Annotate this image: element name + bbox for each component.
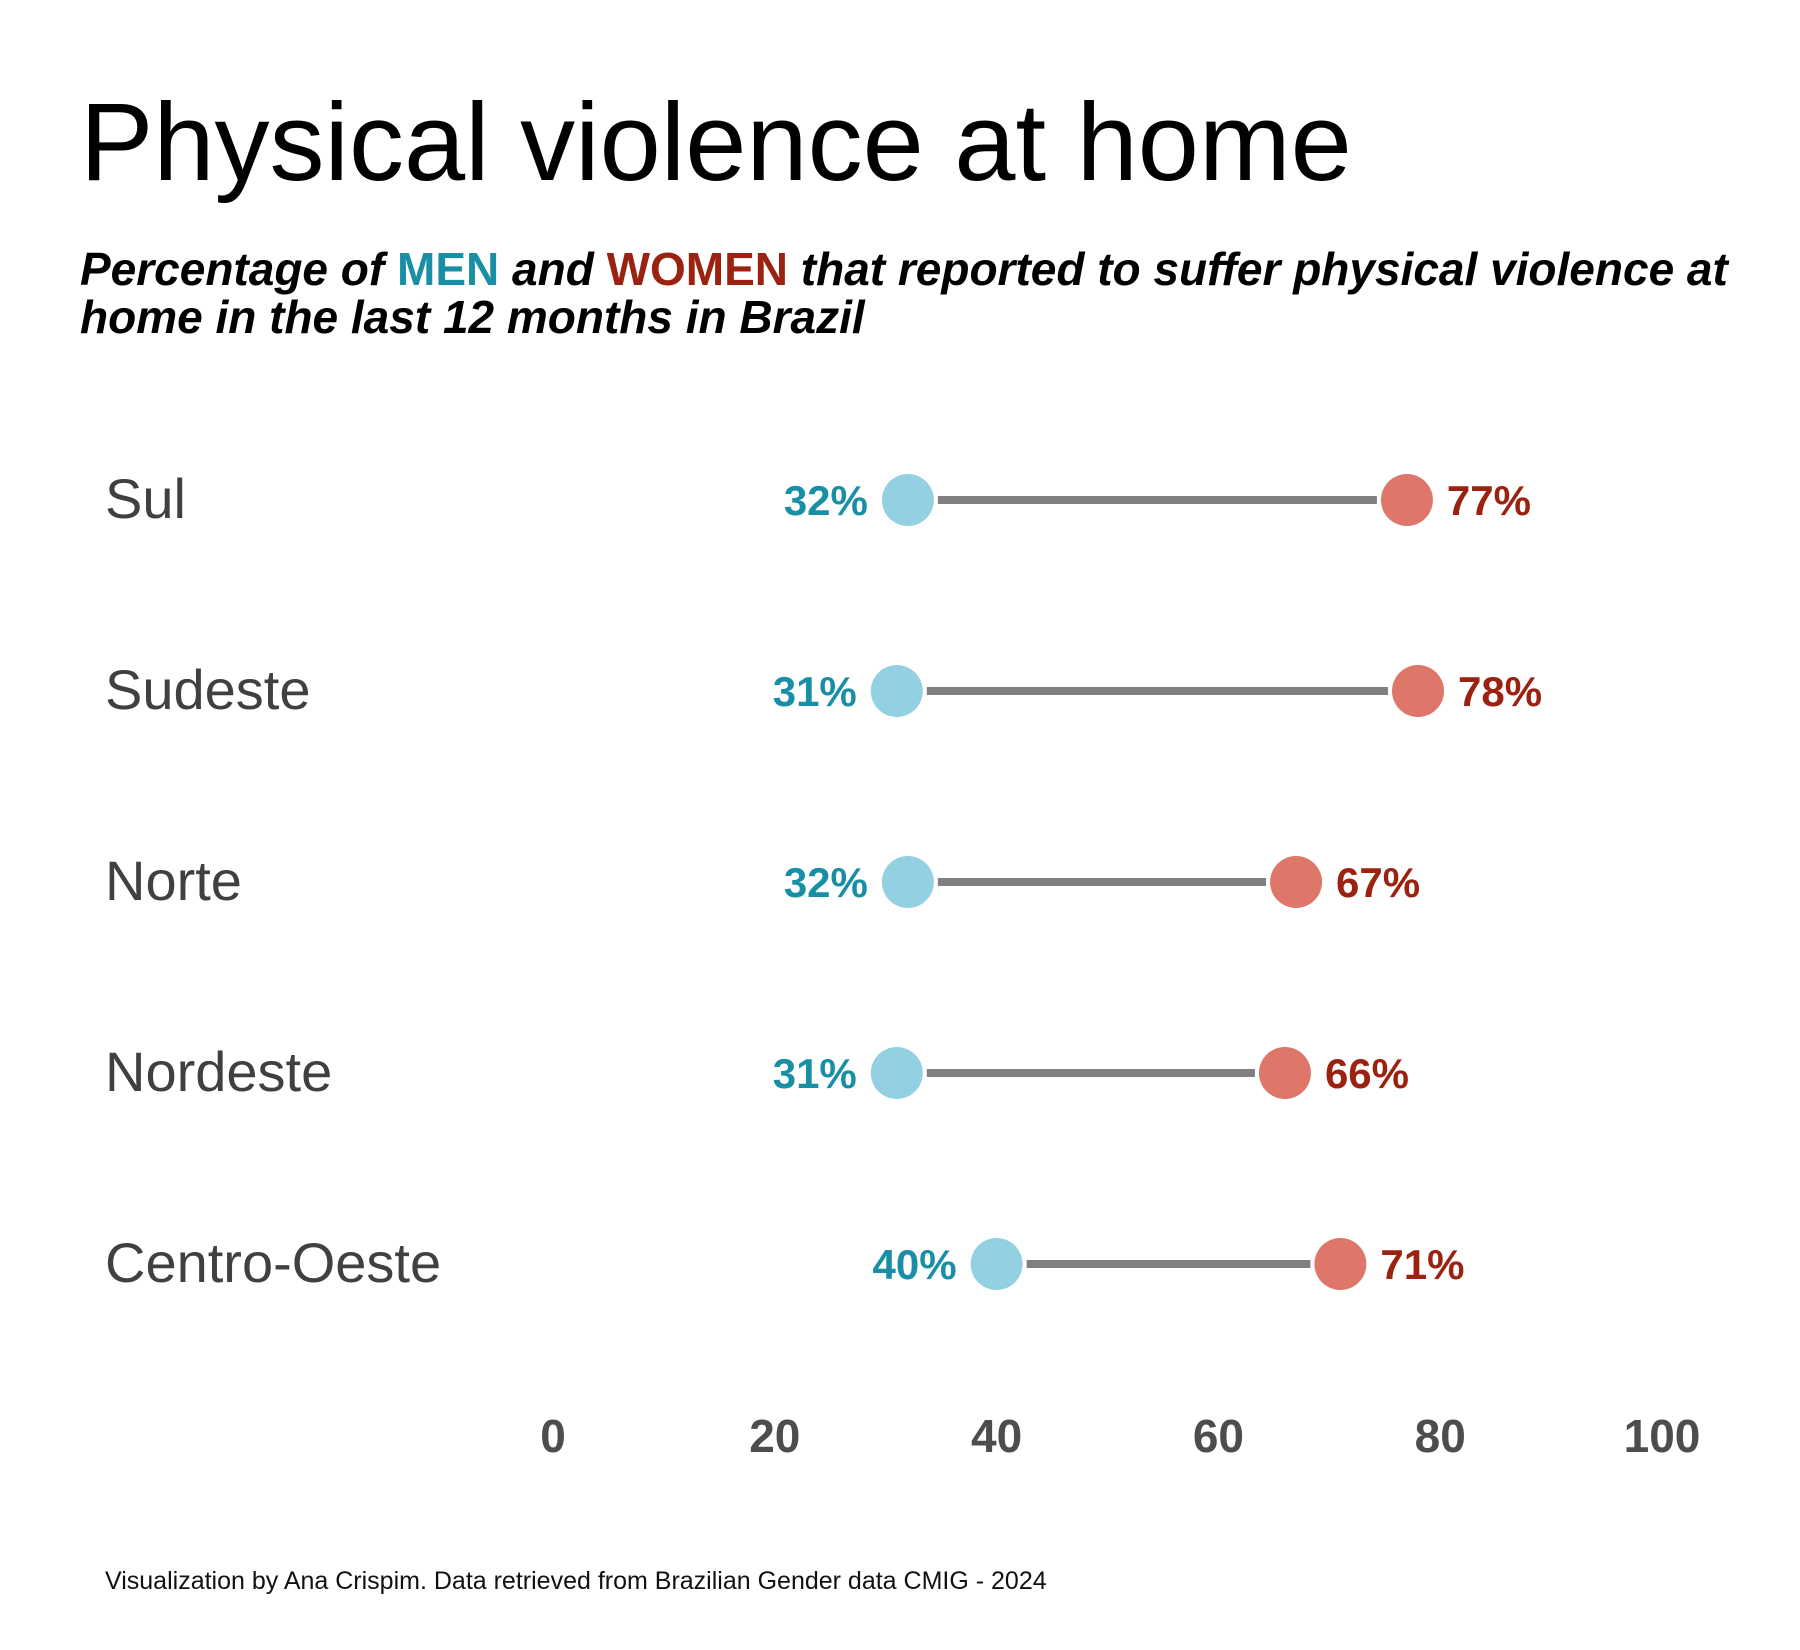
men-dot xyxy=(881,474,934,526)
x-tick-label: 40 xyxy=(971,1410,1022,1462)
men-dot xyxy=(881,856,934,908)
x-tick-label: 0 xyxy=(540,1410,566,1462)
x-tick-label: 100 xyxy=(1624,1410,1701,1462)
source-caption: Visualization by Ana Crispim. Data retri… xyxy=(105,1567,1047,1595)
category-label: Nordeste xyxy=(105,1040,332,1103)
women-dot xyxy=(1314,1238,1367,1290)
category-label: Sudeste xyxy=(105,658,311,721)
x-tick-label: 60 xyxy=(1193,1410,1244,1462)
subtitle-prefix: Percentage of xyxy=(80,243,385,295)
men-value-label: 31% xyxy=(773,1050,857,1097)
women-value-label: 71% xyxy=(1380,1241,1464,1288)
x-tick-label: 20 xyxy=(749,1410,800,1462)
women-dot xyxy=(1380,474,1433,526)
x-tick-label: 80 xyxy=(1415,1410,1466,1462)
men-dot xyxy=(870,665,923,717)
subtitle-men-word: MEN xyxy=(397,243,500,295)
women-dot xyxy=(1270,856,1323,908)
category-label: Sul xyxy=(105,467,186,530)
men-value-label: 40% xyxy=(873,1241,957,1288)
men-dot xyxy=(970,1238,1023,1290)
category-label: Norte xyxy=(105,849,242,912)
women-dot xyxy=(1258,1047,1311,1099)
women-value-label: 77% xyxy=(1447,477,1531,524)
subtitle-and-word: and xyxy=(512,243,594,295)
women-dot xyxy=(1392,665,1445,717)
men-value-label: 32% xyxy=(784,859,868,906)
men-value-label: 32% xyxy=(784,477,868,524)
dumbbell-chart: Sul 32% 77% Sudeste 31% 78% Norte 32% 67% Nordest… xyxy=(105,467,1701,1462)
women-value-label: 66% xyxy=(1325,1050,1409,1097)
women-value-label: 67% xyxy=(1336,859,1420,906)
men-value-label: 31% xyxy=(773,668,857,715)
men-dot xyxy=(870,1047,923,1099)
chart-subtitle: Percentage of MEN and WOMEN that reporte… xyxy=(80,245,1730,341)
subtitle-women-word: WOMEN xyxy=(606,243,788,295)
category-label: Centro-Oeste xyxy=(105,1231,441,1294)
women-value-label: 78% xyxy=(1458,668,1542,715)
chart-title: Physical violence at home xyxy=(80,81,1352,204)
subtitle-suffix: that reported to suffer physical violenc… xyxy=(80,243,1728,343)
